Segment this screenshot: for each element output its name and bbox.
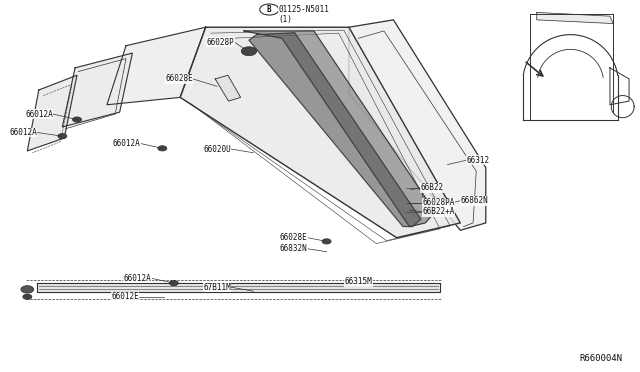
Polygon shape <box>215 75 241 101</box>
Text: 66B22+A: 66B22+A <box>422 207 454 217</box>
Circle shape <box>322 239 331 244</box>
Text: 66312: 66312 <box>467 155 490 165</box>
Text: R660004N: R660004N <box>580 354 623 363</box>
Text: 66012A: 66012A <box>9 128 37 137</box>
Text: 66028P: 66028P <box>207 38 234 46</box>
Text: 66B22: 66B22 <box>421 183 444 192</box>
Text: 66012A: 66012A <box>25 109 52 119</box>
Polygon shape <box>349 20 486 230</box>
Circle shape <box>170 280 178 286</box>
Text: 66832N: 66832N <box>280 244 307 253</box>
Circle shape <box>241 47 257 56</box>
Circle shape <box>72 117 81 122</box>
Circle shape <box>58 134 67 139</box>
Text: 66012E: 66012E <box>111 292 139 301</box>
Polygon shape <box>37 283 440 292</box>
Text: 66028PA: 66028PA <box>422 198 454 207</box>
Polygon shape <box>537 13 613 23</box>
Polygon shape <box>28 75 77 151</box>
Polygon shape <box>244 31 435 227</box>
Polygon shape <box>180 27 460 238</box>
Circle shape <box>23 294 32 299</box>
Circle shape <box>21 286 34 293</box>
Polygon shape <box>249 33 421 227</box>
Text: 01125-N5011
(1): 01125-N5011 (1) <box>279 4 330 24</box>
Text: 66020U: 66020U <box>204 145 231 154</box>
Text: B: B <box>267 5 271 14</box>
Polygon shape <box>62 53 132 127</box>
Text: 66028E: 66028E <box>280 233 307 242</box>
Text: 67B11M: 67B11M <box>204 283 231 292</box>
Text: 66012A: 66012A <box>113 139 141 148</box>
Polygon shape <box>107 27 205 105</box>
Text: 66012A: 66012A <box>124 274 152 283</box>
Text: 66315M: 66315M <box>344 278 372 286</box>
Circle shape <box>158 146 167 151</box>
Text: 66862N: 66862N <box>460 196 488 205</box>
Text: 66028E: 66028E <box>165 74 193 83</box>
